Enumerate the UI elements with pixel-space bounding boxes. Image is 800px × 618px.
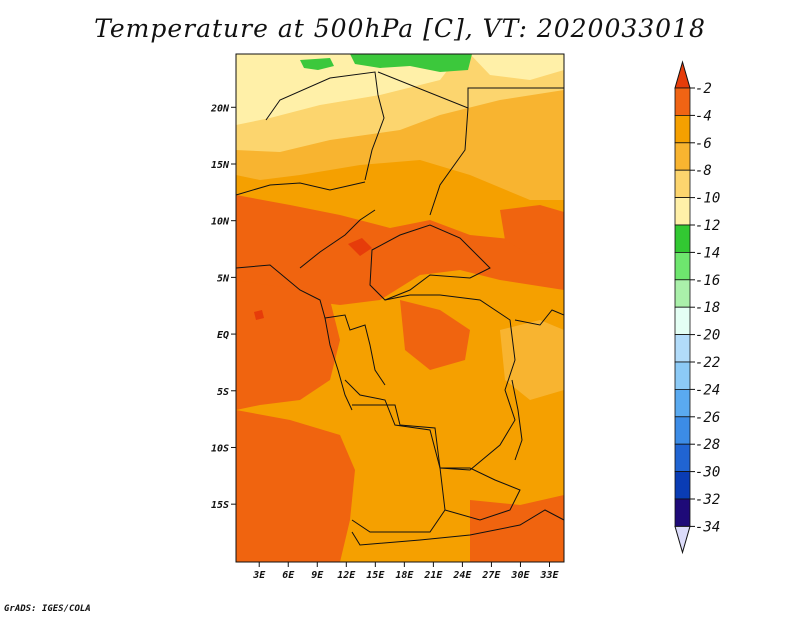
colorbar-label: -30 (695, 465, 720, 481)
border-sudan-chad-east (429, 107, 469, 216)
longitude-axis: 3E 6E 9E 12E 15E 18E 21E 24E 27E 30E 33E (252, 562, 559, 581)
lon-tick-label: 9E (311, 570, 324, 581)
colorbar-label: -32 (695, 492, 720, 508)
colorbar-label: -26 (695, 410, 720, 426)
colorbar-swatch (674, 197, 691, 226)
lon-tick-label: 21E (423, 570, 443, 581)
colorbar-label: -20 (695, 328, 720, 344)
colorbar-label: -8 (695, 163, 712, 179)
colorbar-label: -28 (695, 437, 720, 453)
field-green-patch (350, 54, 472, 72)
lon-tick-label: 30E (510, 570, 530, 581)
colorbar-swatch (674, 388, 691, 418)
colorbar-swatch (674, 306, 691, 336)
country-borders (236, 71, 564, 546)
field-band-minus10 (236, 54, 460, 125)
colorbar-label: -16 (695, 273, 720, 289)
colorbar: -2 -4 -6 -8 -10 -12 -14 -16 -18 -20 -22 -24 -26 -28 -3… (674, 60, 720, 555)
lat-tick-label: 5N (217, 273, 230, 284)
field-band-minus4-east (500, 205, 564, 255)
field-band-minus4-southeast (470, 495, 564, 562)
colorbar-swatch (674, 169, 691, 198)
colorbar-swatch (674, 334, 691, 363)
lon-tick-label: 33E (539, 570, 559, 581)
lat-tick-label: 5S (217, 387, 229, 398)
field-band-minus6-tongue (500, 320, 564, 400)
colorbar-swatch (674, 498, 691, 527)
colorbar-swatch (674, 443, 691, 473)
colorbar-label: -12 (695, 218, 720, 234)
border-chad-sudan (377, 71, 564, 109)
border-niger-nigeria (236, 181, 366, 196)
plot-title: Temperature at 500hPa [C], VT: 202003301… (94, 14, 706, 43)
field-green-patch-west (300, 58, 334, 70)
colorbar-swatch (674, 251, 691, 281)
field-patch-minus10-east (470, 54, 564, 80)
border-libya-niger-chad (265, 71, 385, 181)
field-band-minus2-spot (348, 238, 372, 256)
colorbar-label: -34 (695, 519, 720, 535)
colorbar-label: -22 (695, 355, 720, 371)
lon-tick-label: 12E (337, 570, 356, 581)
lat-tick-label: 10S (211, 443, 229, 454)
border-drc (344, 294, 516, 471)
colorbar-swatch (674, 279, 691, 308)
lon-tick-label: 18E (395, 570, 414, 581)
field-band-minus4-north (236, 195, 564, 305)
colorbar-swatch (674, 224, 691, 253)
field-band-minus2-spot-west (254, 310, 264, 320)
lat-tick-label: 10N (211, 217, 230, 228)
border-east-africa (514, 309, 564, 326)
colorbar-swatch (674, 361, 691, 390)
lat-tick-label: EQ (217, 330, 229, 341)
lon-tick-label: 15E (366, 570, 385, 581)
colorbar-swatch (674, 142, 691, 171)
border-nigeria-cameroon (299, 209, 376, 269)
map-frame (235, 53, 565, 563)
lat-tick-label: 20N (210, 103, 230, 114)
colorbar-label: -18 (695, 300, 720, 316)
border-lake-tanganyika (511, 379, 523, 461)
colorbar-label: -2 (695, 81, 712, 97)
colorbar-label: -6 (695, 136, 712, 152)
latitude-axis: 20N 15N 10N 5N EQ 5S 10S 15S (210, 103, 236, 511)
lon-tick-label: 6E (282, 570, 295, 581)
colorbar-label: -14 (695, 245, 720, 261)
colorbar-swatch (674, 471, 691, 500)
colorbar-swatch (674, 115, 691, 144)
border-zambia (440, 467, 521, 521)
border-south (351, 509, 564, 546)
grads-credit: GrADS: IGES/COLA (4, 604, 91, 614)
colorbar-label: -24 (695, 382, 720, 398)
border-congo-gabon (324, 314, 386, 386)
colorbar-bottom-arrow (674, 525, 691, 555)
field-band-minus4-center (400, 300, 470, 370)
temperature-field (236, 54, 564, 562)
lon-tick-label: 24E (452, 570, 472, 581)
lat-tick-label: 15S (211, 500, 229, 511)
colorbar-top-arrow (674, 60, 691, 89)
lat-tick-label: 15N (211, 160, 230, 171)
field-band-minus4-southwest (236, 410, 355, 562)
colorbar-swatch (674, 416, 691, 445)
colorbar-swatch (674, 87, 691, 116)
border-car (369, 224, 491, 301)
colorbar-label: -4 (695, 108, 712, 124)
lon-tick-label: 3E (252, 570, 266, 581)
colorbar-label: -10 (695, 191, 720, 207)
lon-tick-label: 27E (481, 570, 501, 581)
